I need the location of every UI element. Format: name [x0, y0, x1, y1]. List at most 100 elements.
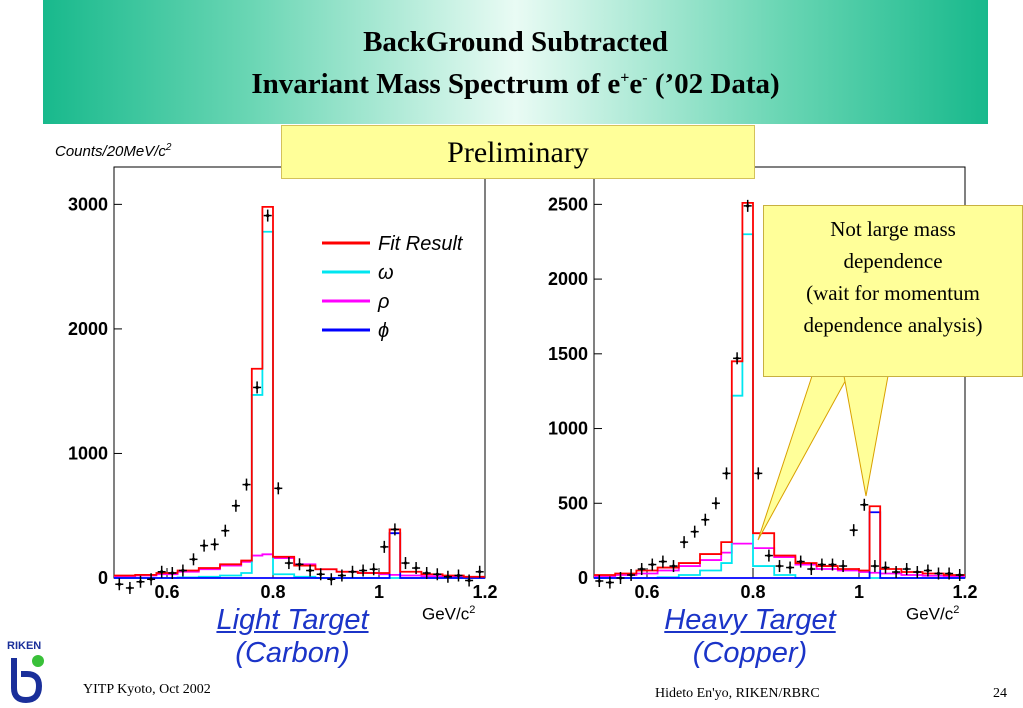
data-point	[807, 563, 816, 576]
series-line	[594, 511, 965, 579]
point-marker	[255, 385, 259, 390]
point-marker	[618, 576, 623, 580]
heavy-target-caption: Heavy Target (Copper)	[635, 604, 865, 670]
data-point	[828, 558, 837, 571]
point-marker	[777, 564, 782, 568]
data-point	[115, 578, 124, 591]
title-banner	[43, 0, 988, 124]
data-point	[178, 564, 187, 577]
data-point	[754, 467, 763, 480]
point-marker	[244, 482, 249, 487]
point-marker	[809, 567, 813, 571]
data-point	[274, 482, 283, 495]
data-point	[465, 574, 474, 587]
data-point	[733, 352, 742, 365]
data-point	[849, 524, 858, 537]
logo-text: RIKEN	[7, 640, 41, 652]
data-point	[637, 563, 646, 576]
data-point	[669, 560, 678, 573]
point-marker	[767, 553, 771, 558]
point-marker	[915, 570, 919, 574]
point-marker	[926, 568, 930, 573]
plot-frame	[113, 166, 486, 579]
point-marker	[788, 565, 792, 570]
point-marker	[756, 471, 760, 475]
point-marker	[830, 562, 835, 567]
data-point	[870, 560, 879, 573]
data-point	[390, 523, 399, 536]
point-marker	[746, 204, 750, 208]
data-point	[627, 569, 636, 582]
point-marker	[403, 561, 408, 565]
y-tick-label: 2000	[548, 269, 588, 289]
x-tick-label: 1	[854, 582, 864, 602]
y-axis-label: Counts/20MeV/c2	[55, 142, 172, 160]
point-marker	[478, 570, 482, 574]
x-tick-label: 0.8	[740, 582, 765, 602]
point-marker	[671, 564, 676, 568]
point-marker	[947, 571, 951, 576]
data-point	[306, 564, 315, 577]
data-point	[200, 539, 209, 552]
footer-venue: YITP Kyoto, Oct 2002	[83, 682, 211, 697]
slide-title-line2: Invariant Mass Spectrum of e+e- (’02 Dat…	[251, 68, 780, 100]
data-point	[443, 570, 452, 583]
point-marker	[735, 356, 739, 360]
x-unit-label-light: GeV/c2	[422, 604, 476, 624]
point-marker	[936, 571, 941, 576]
point-marker	[650, 562, 654, 567]
point-marker	[852, 528, 856, 532]
point-marker	[372, 567, 376, 571]
y-tick-label: 0	[98, 568, 108, 588]
y-tick-label: 1000	[68, 443, 108, 463]
callout-line: Not large mass	[830, 217, 956, 241]
series-line	[114, 532, 485, 579]
point-marker	[597, 579, 601, 583]
data-point	[136, 575, 145, 588]
data-point	[764, 549, 773, 562]
point-marker	[297, 562, 302, 566]
caption-subtitle: (Copper)	[692, 637, 808, 669]
series-line	[594, 542, 965, 578]
point-marker	[329, 577, 333, 581]
point-marker	[128, 586, 132, 590]
point-marker	[661, 559, 665, 564]
data-point	[295, 558, 304, 571]
point-marker	[414, 566, 418, 570]
x-tick-label: 0.6	[634, 582, 659, 602]
preliminary-label: Preliminary	[281, 125, 755, 179]
data-point	[902, 563, 911, 576]
point-marker	[629, 573, 633, 577]
data-point	[210, 538, 219, 551]
data-point	[605, 576, 614, 589]
y-tick-label: 1500	[548, 344, 588, 364]
data-point	[422, 567, 431, 580]
data-point	[616, 572, 625, 584]
slide-title-line1: BackGround Subtracted	[363, 26, 668, 58]
data-point	[701, 513, 710, 526]
point-marker	[340, 573, 344, 578]
data-point	[125, 581, 134, 594]
data-point	[369, 563, 378, 576]
point-marker	[149, 577, 153, 581]
data-point	[253, 381, 262, 394]
x-tick-label: 0.6	[154, 582, 179, 602]
point-marker	[862, 503, 866, 507]
point-marker	[181, 568, 185, 573]
point-marker	[873, 564, 877, 568]
legend-label: ρ	[377, 291, 389, 313]
data-point	[263, 209, 272, 222]
point-marker	[714, 501, 718, 505]
callout-line: (wait for momentum	[806, 281, 980, 305]
point-marker	[361, 568, 365, 573]
point-marker	[393, 527, 397, 532]
point-marker	[138, 580, 143, 584]
caption-title: Heavy Target	[664, 604, 836, 636]
point-marker	[276, 486, 280, 490]
data-point	[796, 555, 805, 568]
point-marker	[382, 545, 386, 549]
data-point	[648, 558, 657, 571]
callout-line: dependence analysis)	[803, 313, 983, 337]
page-number: 24	[993, 686, 1007, 701]
point-marker	[319, 572, 323, 576]
